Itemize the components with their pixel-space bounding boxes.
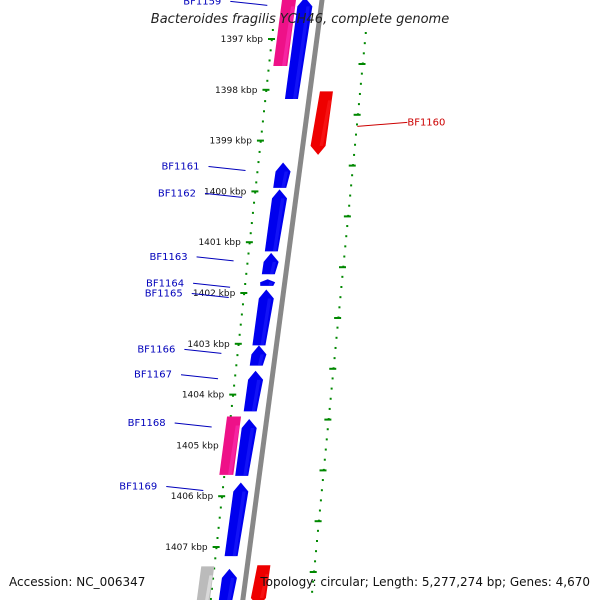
gene-highlight xyxy=(281,6,295,66)
gene-label-BF1160[interactable]: BF1160 xyxy=(407,117,445,128)
scale-label: 1406 kbp xyxy=(171,492,214,502)
gene-highlight xyxy=(243,428,255,476)
label-leader-line xyxy=(166,486,204,491)
gene-pseudo-mid[interactable] xyxy=(219,416,242,475)
genome-stats-text: Topology: circular; Length: 5,277,274 bp… xyxy=(259,575,590,589)
scale-label: 1402 kbp xyxy=(193,289,236,299)
gene-arrow[interactable] xyxy=(243,370,264,412)
label-leader-line xyxy=(196,256,234,262)
gene-highlight xyxy=(293,6,310,99)
gene-BF1169[interactable] xyxy=(224,482,249,557)
gene-BF1162[interactable] xyxy=(264,189,288,252)
gene-arrow[interactable] xyxy=(273,162,291,188)
gene-rev-bottom[interactable] xyxy=(250,565,271,600)
gene-highlight xyxy=(268,282,273,286)
scale-labels: 1397 kbp 1398 kbp 1399 kbp 1400 kbp 1401 kbp… xyxy=(165,35,263,553)
gene-arrow[interactable] xyxy=(218,568,237,600)
scale-label: 1397 kbp xyxy=(221,35,264,45)
gene-label-BF1164[interactable]: BF1164 xyxy=(146,278,184,289)
gene-arrow[interactable] xyxy=(252,289,274,346)
gene-highlight xyxy=(272,198,285,252)
gene-arrow[interactable] xyxy=(273,0,297,66)
gene-grey-bottom[interactable] xyxy=(196,566,215,600)
gene-arrow[interactable] xyxy=(261,252,279,275)
gene-BF1167[interactable] xyxy=(243,370,264,412)
label-leader-line xyxy=(180,374,219,380)
scale-label: 1405 kbp xyxy=(176,441,219,451)
gene-arrow[interactable] xyxy=(260,279,276,286)
gene-label-BF1167[interactable]: BF1167 xyxy=(134,370,172,381)
gene-highlight xyxy=(319,100,332,146)
gene-arrow[interactable] xyxy=(284,0,313,99)
gene-arrow[interactable] xyxy=(264,189,288,252)
gene-highlight xyxy=(228,425,240,475)
gene-highlight xyxy=(227,577,235,600)
gene-BF1163[interactable] xyxy=(261,252,279,275)
gene-BF1160[interactable] xyxy=(310,91,333,155)
gene-arrow[interactable] xyxy=(224,482,249,557)
gene-arrow[interactable] xyxy=(250,565,271,600)
gene-arrow[interactable] xyxy=(249,345,267,366)
gene-BF1159[interactable] xyxy=(284,0,313,99)
gene-label-BF1163[interactable]: BF1163 xyxy=(150,252,188,263)
label-leader-line xyxy=(230,0,268,6)
gene-highlight xyxy=(205,575,213,600)
label-leader-line xyxy=(208,165,246,171)
gene-label-BF1168[interactable]: BF1168 xyxy=(128,418,166,429)
gene-label-BF1169[interactable]: BF1169 xyxy=(119,482,157,493)
scale-label: 1404 kbp xyxy=(182,391,225,401)
gene-features[interactable] xyxy=(196,0,333,600)
label-leader-line xyxy=(193,282,231,288)
gene-BF1161[interactable] xyxy=(273,162,291,188)
tick-marks xyxy=(209,29,367,600)
dna-backbone xyxy=(240,0,325,600)
label-leader-line xyxy=(191,292,229,298)
gene-highlight xyxy=(260,298,272,346)
gene-highlight xyxy=(259,574,269,598)
backbone-line xyxy=(240,0,325,600)
label-leader-line xyxy=(174,422,212,428)
gene-BF1168[interactable] xyxy=(235,419,257,476)
label-leader-line xyxy=(184,348,222,354)
label-leader-line xyxy=(357,121,408,127)
gene-pseudo-top[interactable] xyxy=(273,0,297,66)
gene-label-BF1159[interactable]: BF1159 xyxy=(183,0,221,7)
gene-arrow[interactable] xyxy=(196,566,215,600)
genome-title: Bacteroides fragilis YCH46, complete gen… xyxy=(151,12,449,27)
gene-label-BF1165[interactable]: BF1165 xyxy=(145,288,183,299)
accession-text: Accession: NC_006347 xyxy=(9,575,145,589)
scale-label: 1403 kbp xyxy=(187,340,230,350)
label-leader-line xyxy=(204,192,243,198)
gene-BF1165[interactable] xyxy=(252,289,274,346)
gene-labels[interactable]: BF1159BF1160BF1161BF1162BF1163BF1164BF11… xyxy=(119,0,445,493)
gene-label-BF1161[interactable]: BF1161 xyxy=(161,161,199,172)
gene-arrow[interactable] xyxy=(235,419,257,476)
gene-label-BF1162[interactable]: BF1162 xyxy=(158,188,196,199)
gene-highlight xyxy=(251,379,261,412)
gene-fwd-bottom[interactable] xyxy=(218,568,237,600)
gene-highlight xyxy=(232,491,246,557)
gene-highlight xyxy=(269,261,277,275)
scale-label: 1407 kbp xyxy=(165,543,208,553)
scale-label: 1400 kbp xyxy=(204,187,247,197)
scale-label: 1398 kbp xyxy=(215,86,258,96)
gene-BF1164[interactable] xyxy=(260,279,276,286)
scale-label: 1399 kbp xyxy=(210,137,253,147)
gene-highlight xyxy=(281,171,289,188)
gene-arrow[interactable] xyxy=(310,91,333,155)
gene-arrow[interactable] xyxy=(219,416,242,475)
gene-BF1166[interactable] xyxy=(249,345,267,366)
gene-label-BF1166[interactable]: BF1166 xyxy=(137,344,175,355)
scale-label: 1401 kbp xyxy=(198,238,241,248)
gene-highlight xyxy=(257,354,264,366)
